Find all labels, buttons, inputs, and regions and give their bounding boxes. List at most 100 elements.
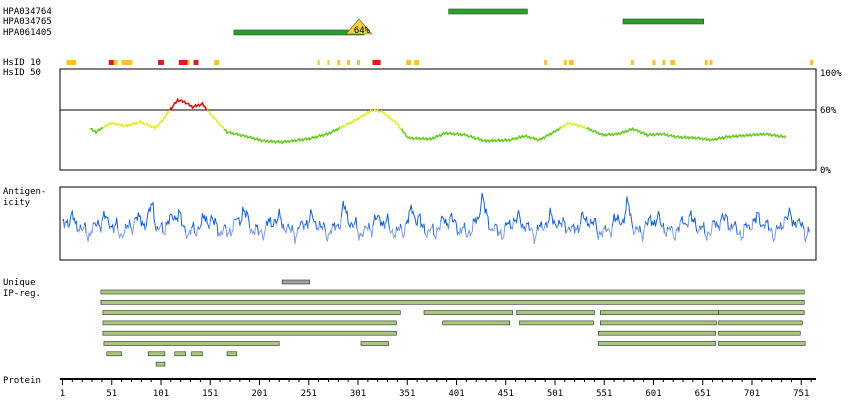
antigenicity-segment-10 xyxy=(92,219,102,233)
ip-region-3-1[interactable] xyxy=(442,320,510,326)
ip-region-4-0[interactable] xyxy=(102,330,397,336)
antigenicity-segment-105 xyxy=(497,226,506,241)
unique-region-0[interactable] xyxy=(281,279,311,285)
antigenicity-segment-118 xyxy=(538,221,543,228)
antigenicity-segment-144 xyxy=(639,225,642,233)
antigenicity-segment-50 xyxy=(282,223,285,231)
ip-region-3-4[interactable] xyxy=(718,320,803,326)
antigenicity-segment-175 xyxy=(731,225,734,230)
antibody-bar-0-0[interactable] xyxy=(448,8,528,15)
antigenicity-segment-119 xyxy=(541,224,546,232)
ip-region-4-1[interactable] xyxy=(598,330,716,336)
antigenicity-segment-42 xyxy=(223,223,227,229)
antigenicity-segment-117 xyxy=(537,225,540,231)
ip-region-6-2[interactable] xyxy=(174,351,186,357)
axis-tick-label-11: 551 xyxy=(596,389,612,399)
ip-region-2-1[interactable] xyxy=(423,310,513,315)
antigenicity-segment-146 xyxy=(645,210,663,228)
hsid10-yellow-20 xyxy=(704,60,708,65)
ip-region-3-0[interactable] xyxy=(102,320,397,326)
antigenicity-segment-137 xyxy=(596,225,606,240)
antigenicity-segment-73 xyxy=(339,217,342,230)
hsid10-yellow-0 xyxy=(66,60,77,65)
axis-tick-label-15: 751 xyxy=(793,389,809,399)
antigenicity-segment-115 xyxy=(529,224,538,244)
ip-region-5-2[interactable] xyxy=(598,341,716,346)
antigenicity-segment-179 xyxy=(746,224,749,229)
antigenicity-segment-48 xyxy=(265,208,283,229)
antigenicity-segment-6 xyxy=(79,224,82,230)
antigenicity-segment-193 xyxy=(795,221,798,229)
antigenicity-segment-76 xyxy=(353,216,358,229)
antigenicity-segment-41 xyxy=(217,225,225,237)
antigenicity-segment-61 xyxy=(307,223,310,229)
hsid10-red-0 xyxy=(108,60,114,65)
antigenicity-segment-185 xyxy=(768,225,778,243)
ip-region-2-0[interactable] xyxy=(102,310,401,315)
antigenicity-segment-46 xyxy=(255,224,259,236)
axis-tick-label-0: 1 xyxy=(60,389,65,399)
ip-region-0-0[interactable] xyxy=(100,289,805,295)
antigenicity-segment-195 xyxy=(803,226,809,243)
antibody-bar-1-0[interactable] xyxy=(622,18,705,25)
hsid10-yellow-9 xyxy=(357,60,360,65)
ip-region-1-0[interactable] xyxy=(100,299,805,305)
ip-region-4-2[interactable] xyxy=(718,330,801,336)
ip-region-2-4[interactable] xyxy=(718,310,805,315)
hsid10-yellow-1 xyxy=(110,60,118,65)
antigenicity-segment-192 xyxy=(784,207,797,229)
antigenicity-segment-134 xyxy=(580,211,590,228)
similarity-segment-7 xyxy=(372,109,375,112)
antigenicity-segment-55 xyxy=(292,226,299,245)
antigenicity-segment-145 xyxy=(640,221,647,242)
hsid10-yellow-19 xyxy=(670,60,676,65)
ip-region-5-0[interactable] xyxy=(103,341,280,346)
hsid10-red-3 xyxy=(193,60,199,65)
antigenicity-segment-32 xyxy=(165,208,187,233)
ip-region-5-3[interactable] xyxy=(718,341,806,346)
antigenicity-segment-95 xyxy=(433,222,442,240)
antigenicity-segment-159 xyxy=(696,225,701,235)
antigenicity-segment-197 xyxy=(808,229,811,233)
axis-tick-label-4: 201 xyxy=(251,389,267,399)
antigenicity-segment-184 xyxy=(765,219,770,232)
ip-region-3-3[interactable] xyxy=(600,320,717,326)
antigenicity-segment-58 xyxy=(299,220,305,231)
axis-tick-label-8: 401 xyxy=(448,389,464,399)
ip-region-6-0[interactable] xyxy=(106,351,122,357)
ip-region-5-1[interactable] xyxy=(360,341,389,346)
antigenicity-segment-63 xyxy=(316,221,321,232)
antibody-bar-2-0[interactable] xyxy=(233,29,365,36)
antigenicity-segment-14 xyxy=(110,222,115,233)
hsid10-yellow-21 xyxy=(709,60,713,65)
ip-region-6-4[interactable] xyxy=(226,351,238,357)
ip-region-7-0[interactable] xyxy=(155,361,166,367)
antigenicity-segment-83 xyxy=(384,222,387,230)
hsid10-yellow-2 xyxy=(121,60,133,65)
ip-region-3-2[interactable] xyxy=(519,320,594,326)
similarity-segment-1 xyxy=(90,126,104,135)
similarity-segment-10 xyxy=(560,121,587,130)
antigenicity-segment-37 xyxy=(198,226,201,231)
similarity-line xyxy=(88,97,787,145)
axis-tick-label-3: 151 xyxy=(202,389,218,399)
antigenicity-segment-172 xyxy=(720,212,729,231)
ip-region-2-2[interactable] xyxy=(516,310,595,315)
hsid10-yellow-8 xyxy=(347,60,351,65)
antigenicity-segment-17 xyxy=(117,223,126,240)
antigenicity-segment-155 xyxy=(678,221,681,233)
ip-region-6-3[interactable] xyxy=(191,351,203,357)
antigenicity-segment-5 xyxy=(76,224,81,233)
hsid50-min-label: 0% xyxy=(820,166,831,176)
antigenicity-segment-92 xyxy=(423,223,426,235)
similarity-segment-2 xyxy=(102,109,171,131)
antigenicity-segment-153 xyxy=(671,226,679,242)
antigenicity-segment-166 xyxy=(712,220,717,228)
hsid50-max-label: 100% xyxy=(820,69,842,79)
antigenicity-label-2: icity xyxy=(3,198,31,208)
antigenicity-segment-131 xyxy=(574,224,579,234)
ip-region-2-3[interactable] xyxy=(600,310,719,315)
similarity-segment-11 xyxy=(586,126,787,142)
ip-region-6-1[interactable] xyxy=(147,351,166,357)
antigenicity-segment-126 xyxy=(562,217,567,234)
